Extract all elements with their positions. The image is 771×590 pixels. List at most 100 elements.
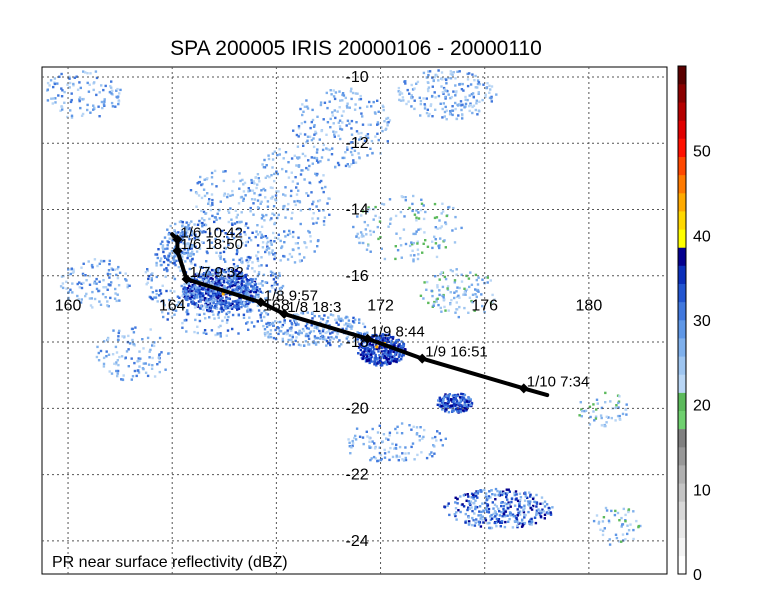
reflectivity-pixel <box>309 240 312 243</box>
reflectivity-pixel <box>66 83 69 86</box>
reflectivity-pixel <box>472 497 475 500</box>
reflectivity-pixel <box>303 120 307 124</box>
reflectivity-pixel <box>227 211 231 214</box>
reflectivity-pixel <box>164 368 167 371</box>
reflectivity-pixel <box>418 439 421 442</box>
reflectivity-pixel <box>425 456 429 460</box>
reflectivity-pixel <box>455 406 458 409</box>
reflectivity-pixel <box>471 516 474 520</box>
reflectivity-pixel <box>223 285 226 288</box>
reflectivity-pixel <box>230 274 233 278</box>
reflectivity-pixel <box>416 248 420 251</box>
reflectivity-pixel <box>191 258 194 261</box>
reflectivity-pixel <box>335 335 338 339</box>
reflectivity-pixel <box>165 267 168 270</box>
reflectivity-pixel <box>122 374 125 377</box>
reflectivity-pixel <box>316 148 319 151</box>
reflectivity-pixel <box>351 442 355 445</box>
reflectivity-pixel <box>374 112 377 115</box>
reflectivity-pixel <box>328 148 331 152</box>
reflectivity-pixel <box>370 457 373 460</box>
reflectivity-pixel <box>237 332 240 335</box>
reflectivity-pixel <box>377 110 380 113</box>
reflectivity-pixel <box>397 86 401 90</box>
reflectivity-pixel <box>625 403 628 406</box>
reflectivity-pixel <box>410 96 413 99</box>
reflectivity-pixel <box>111 353 115 356</box>
reflectivity-pixel <box>332 337 335 340</box>
reflectivity-pixel <box>269 186 273 189</box>
reflectivity-pixel <box>110 80 113 83</box>
reflectivity-pixel <box>280 246 283 250</box>
reflectivity-pixel <box>432 444 435 447</box>
reflectivity-pixel <box>324 185 327 189</box>
reflectivity-pixel <box>117 100 121 103</box>
reflectivity-pixel <box>361 115 364 118</box>
reflectivity-pixel <box>158 370 161 374</box>
reflectivity-pixel <box>518 504 521 508</box>
reflectivity-pixel <box>354 161 358 164</box>
reflectivity-pixel <box>167 241 170 244</box>
reflectivity-pixel <box>349 325 353 329</box>
reflectivity-pixel <box>376 99 379 102</box>
reflectivity-pixel <box>341 319 344 322</box>
reflectivity-pixel <box>580 415 583 418</box>
reflectivity-pixel <box>396 431 399 435</box>
reflectivity-pixel <box>260 189 263 192</box>
reflectivity-pixel <box>210 171 214 175</box>
reflectivity-pixel <box>197 194 201 197</box>
reflectivity-pixel <box>230 276 233 279</box>
reflectivity-pixel <box>247 288 250 292</box>
reflectivity-pixel <box>454 395 458 398</box>
reflectivity-pixel <box>252 213 255 216</box>
reflectivity-pixel <box>350 141 353 144</box>
reflectivity-pixel <box>471 293 475 296</box>
reflectivity-pixel <box>351 153 354 157</box>
reflectivity-pixel <box>454 91 458 94</box>
reflectivity-pixel <box>471 92 475 95</box>
reflectivity-pixel <box>618 395 621 398</box>
reflectivity-pixel <box>467 500 470 503</box>
reflectivity-pixel <box>474 86 477 89</box>
reflectivity-pixel <box>513 491 516 495</box>
reflectivity-pixel <box>627 508 631 511</box>
reflectivity-pixel <box>454 107 457 111</box>
reflectivity-pixel <box>202 188 206 191</box>
reflectivity-pixel <box>206 251 209 255</box>
reflectivity-pixel <box>372 335 376 338</box>
reflectivity-pixel <box>439 226 442 230</box>
reflectivity-pixel <box>481 304 484 308</box>
reflectivity-pixel <box>219 301 222 304</box>
reflectivity-pixel <box>270 174 273 177</box>
reflectivity-pixel <box>173 313 176 316</box>
colorbar-segment <box>678 428 686 448</box>
reflectivity-pixel <box>388 356 392 359</box>
colorbar-segment <box>678 519 686 539</box>
reflectivity-pixel <box>468 285 471 289</box>
reflectivity-pixel <box>108 259 111 263</box>
reflectivity-pixel <box>183 252 186 255</box>
reflectivity-pixel <box>264 281 267 284</box>
reflectivity-pixel <box>269 239 273 243</box>
reflectivity-pixel <box>290 255 294 258</box>
reflectivity-pixel <box>389 222 392 225</box>
reflectivity-pixel <box>151 364 154 367</box>
reflectivity-pixel <box>305 326 309 330</box>
reflectivity-pixel <box>504 509 507 512</box>
reflectivity-pixel <box>246 307 250 310</box>
reflectivity-pixel <box>369 147 372 150</box>
reflectivity-pixel <box>167 259 170 262</box>
reflectivity-pixel <box>219 292 222 296</box>
reflectivity-pixel <box>226 318 229 322</box>
reflectivity-pixel <box>254 176 257 179</box>
reflectivity-pixel <box>449 110 452 113</box>
reflectivity-pixel <box>255 230 258 233</box>
reflectivity-pixel <box>451 229 454 232</box>
reflectivity-pixel <box>186 309 189 312</box>
reflectivity-pixel <box>226 193 230 196</box>
reflectivity-pixel <box>455 401 458 405</box>
reflectivity-pixel <box>380 345 383 348</box>
reflectivity-pixel <box>179 253 183 257</box>
reflectivity-pixel <box>257 264 261 268</box>
